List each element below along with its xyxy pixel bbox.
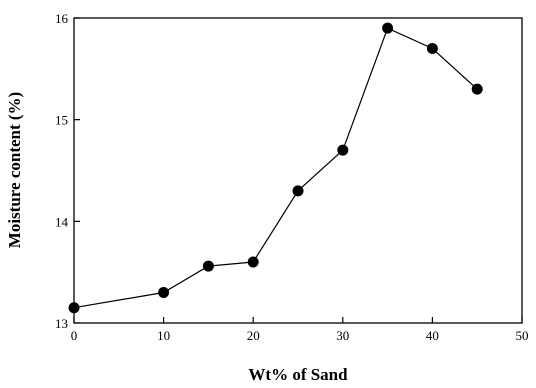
data-point-0 xyxy=(68,302,80,314)
x-tick-label-3: 30 xyxy=(336,328,349,343)
plot-frame xyxy=(73,17,523,324)
data-point-3 xyxy=(247,256,259,268)
data-point-7 xyxy=(426,43,438,54)
y-axis-title: Moisture content (%) xyxy=(5,92,24,248)
series-line xyxy=(73,27,478,309)
x-axis-title: Wt% of Sand xyxy=(248,365,348,384)
data-point-5 xyxy=(337,144,349,156)
data-point-1 xyxy=(158,287,170,298)
y-tick-label-3: 16 xyxy=(55,11,69,26)
data-point-6 xyxy=(382,22,394,34)
y-tick-label-0: 13 xyxy=(55,316,68,331)
data-points xyxy=(68,22,483,314)
data-point-2 xyxy=(202,260,214,272)
x-tick-label-4: 40 xyxy=(426,328,439,343)
x-tick-label-2: 20 xyxy=(247,328,260,343)
x-tick-label-1: 10 xyxy=(157,328,170,343)
y-axis: 13 14 15 16 xyxy=(55,11,80,331)
y-tick-label-2: 15 xyxy=(55,113,68,128)
x-tick-label-0: 0 xyxy=(71,328,78,343)
y-tick-label-1: 14 xyxy=(55,214,69,229)
x-tick-label-5: 50 xyxy=(516,328,529,343)
data-point-4 xyxy=(292,185,304,197)
x-axis: 0 10 20 30 40 50 xyxy=(71,317,529,343)
data-point-8 xyxy=(471,83,483,95)
